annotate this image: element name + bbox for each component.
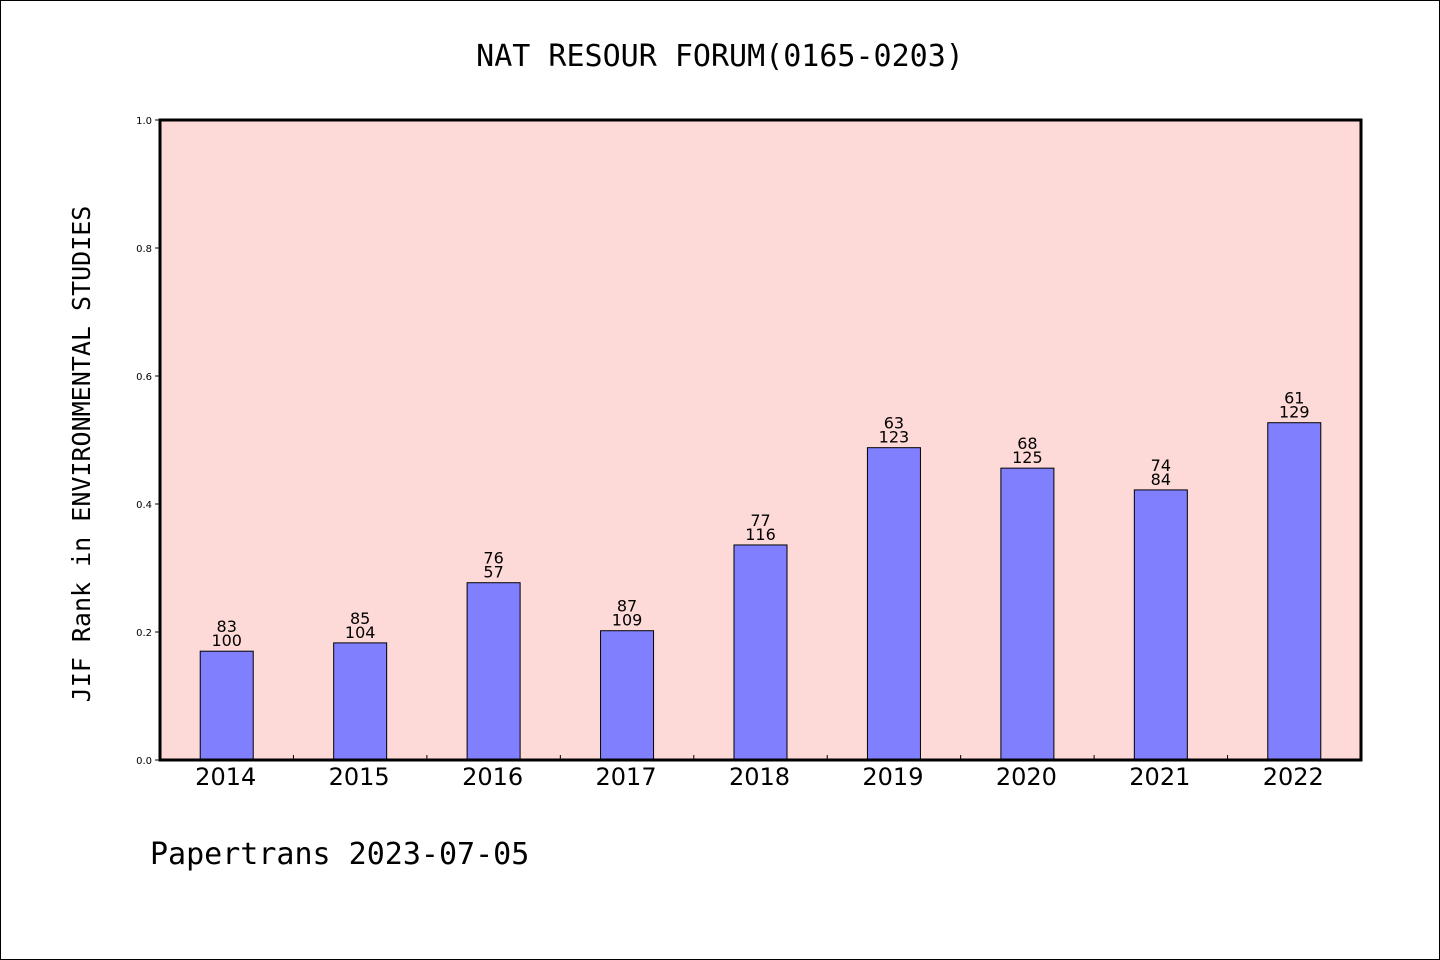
x-tick-label-2021: 2021 bbox=[1129, 763, 1190, 791]
x-tick-label-2018: 2018 bbox=[729, 763, 790, 791]
bar-rank-label-2017: 87 bbox=[617, 597, 637, 616]
x-tick-label-2019: 2019 bbox=[862, 763, 923, 791]
y-tick-label: 0.2 bbox=[136, 628, 152, 639]
bar-rank-label-2015: 85 bbox=[350, 609, 370, 628]
bar-total-label-2021: 84 bbox=[1151, 470, 1171, 489]
bar-total-label-2016: 57 bbox=[483, 563, 503, 582]
x-tick-label-2016: 2016 bbox=[462, 763, 523, 791]
bar-rank-label-2020: 68 bbox=[1017, 434, 1037, 453]
bar-2017 bbox=[600, 630, 655, 761]
x-tick-label-2022: 2022 bbox=[1263, 763, 1324, 791]
bar-2018 bbox=[733, 544, 788, 761]
axes-layer: 2014 2015 2016 2017 2018 2019 2020 2021 2022 0.0 0… bbox=[136, 116, 1363, 791]
bar-rank-label-2021: 74 bbox=[1151, 456, 1171, 475]
bar-total-label-2015: 104 bbox=[345, 623, 376, 642]
y-tick-label: 0.8 bbox=[136, 244, 152, 255]
bar-total-label-2020: 125 bbox=[1012, 448, 1043, 467]
y-axis-label: JIF Rank in ENVIRONMENTAL STUDIES bbox=[67, 206, 96, 703]
plot-border bbox=[158, 118, 1363, 762]
bar-2021 bbox=[1133, 489, 1188, 761]
bar-2019 bbox=[866, 447, 921, 761]
y-tick-label: 1.0 bbox=[136, 116, 152, 127]
bar-2020 bbox=[1000, 467, 1055, 761]
bar-rank-label-2018: 77 bbox=[750, 511, 770, 530]
bar-2022 bbox=[1267, 422, 1322, 761]
y-tick-label: 0.6 bbox=[136, 372, 152, 383]
bar-2014 bbox=[199, 650, 254, 761]
bar-2015 bbox=[333, 642, 388, 761]
bar-total-label-2019: 123 bbox=[879, 428, 910, 447]
x-tick-label-2020: 2020 bbox=[996, 763, 1057, 791]
footer-text: Papertrans 2023-07-05 bbox=[150, 837, 529, 872]
x-tick-label-2017: 2017 bbox=[596, 763, 657, 791]
y-tick-label: 0.0 bbox=[136, 756, 152, 767]
bar-total-label-2022: 129 bbox=[1279, 403, 1310, 422]
y-tick-label: 0.4 bbox=[136, 500, 152, 511]
bar-rank-label-2016: 76 bbox=[483, 549, 503, 568]
bar-rank-label-2019: 63 bbox=[884, 414, 904, 433]
bar-total-label-2017: 109 bbox=[612, 611, 643, 630]
chart-title: NAT RESOUR FORUM(0165-0203) bbox=[476, 39, 964, 74]
bar-total-label-2014: 100 bbox=[211, 631, 242, 650]
bar-rank-label-2014: 83 bbox=[217, 617, 237, 636]
bar-2016 bbox=[466, 582, 521, 761]
x-tick-label-2015: 2015 bbox=[329, 763, 390, 791]
x-tick-label-2014: 2014 bbox=[195, 763, 256, 791]
bar-rank-label-2022: 61 bbox=[1284, 389, 1304, 408]
bar-total-label-2018: 116 bbox=[745, 525, 776, 544]
